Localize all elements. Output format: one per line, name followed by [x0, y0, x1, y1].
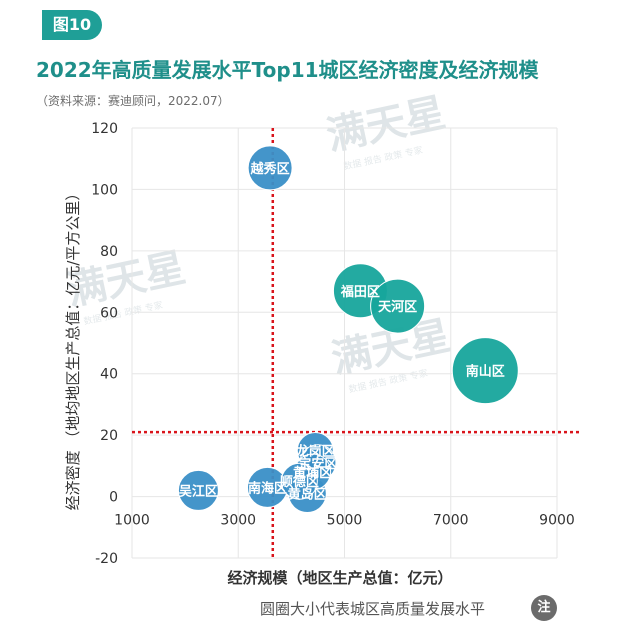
- bubble-label-4: 龙岗区: [296, 444, 335, 460]
- x-tick-label: 3000: [220, 513, 256, 529]
- bubble-label-1: 福田区: [340, 284, 380, 300]
- x-axis-label: 经济规模（地区生产总值：亿元）: [227, 569, 452, 587]
- watermark-brand: 满天星: [323, 90, 450, 160]
- x-tick-label: 5000: [327, 513, 363, 529]
- y-axis-label: 经济密度 （地均地区生产总值：亿元/平方公里）: [64, 186, 82, 511]
- bubble-0: [247, 145, 293, 191]
- bubble-label-10: 吴江区: [179, 483, 218, 499]
- y-tick-label: -20: [95, 551, 118, 567]
- x-tick-label: 9000: [539, 513, 575, 529]
- x-tick-label: 1000: [114, 513, 150, 529]
- y-tick-label: 0: [109, 490, 118, 506]
- bubble-label-9: 南海区: [248, 480, 287, 496]
- bubble-label-6: 黄埔区: [293, 465, 332, 481]
- bubble-label-3: 南山区: [466, 364, 505, 380]
- bubble-label-7: 顺德区: [280, 474, 319, 490]
- bubble-2: [370, 278, 426, 334]
- bubble-3: [451, 337, 519, 405]
- data-source: （资料来源：赛迪顾问，2022.07）: [36, 94, 230, 108]
- x-tick-label: 7000: [433, 513, 469, 529]
- y-tick-label: 60: [100, 305, 118, 321]
- y-tick-label: 80: [100, 244, 118, 260]
- reference-lines: [132, 128, 580, 558]
- note-badge: 注: [531, 595, 557, 621]
- bubble-label-5: 宝安区: [298, 456, 337, 472]
- bubble-7: [280, 462, 318, 500]
- y-tick-label: 120: [91, 121, 118, 137]
- y-tick-label: 100: [91, 182, 118, 198]
- y-tick-label: 20: [100, 428, 118, 444]
- y-tick-label: 40: [100, 367, 118, 383]
- bubble-label-8: 黄岛区: [288, 487, 327, 503]
- tick-labels: -20 0 20 40 60 80 100 120 1000 3000 5000 7000 9000: [91, 121, 575, 567]
- chart-title: 2022年高质量发展水平Top11城区经济密度及经济规模: [36, 58, 539, 82]
- bubble-size-note: 圆圈大小代表城区高质量发展水平: [260, 600, 486, 618]
- figure-badge: 图10: [42, 10, 102, 40]
- bubble-label-0: 越秀区: [250, 161, 290, 177]
- bubble-label-2: 天河区: [378, 299, 417, 315]
- bubble-10: [177, 469, 219, 511]
